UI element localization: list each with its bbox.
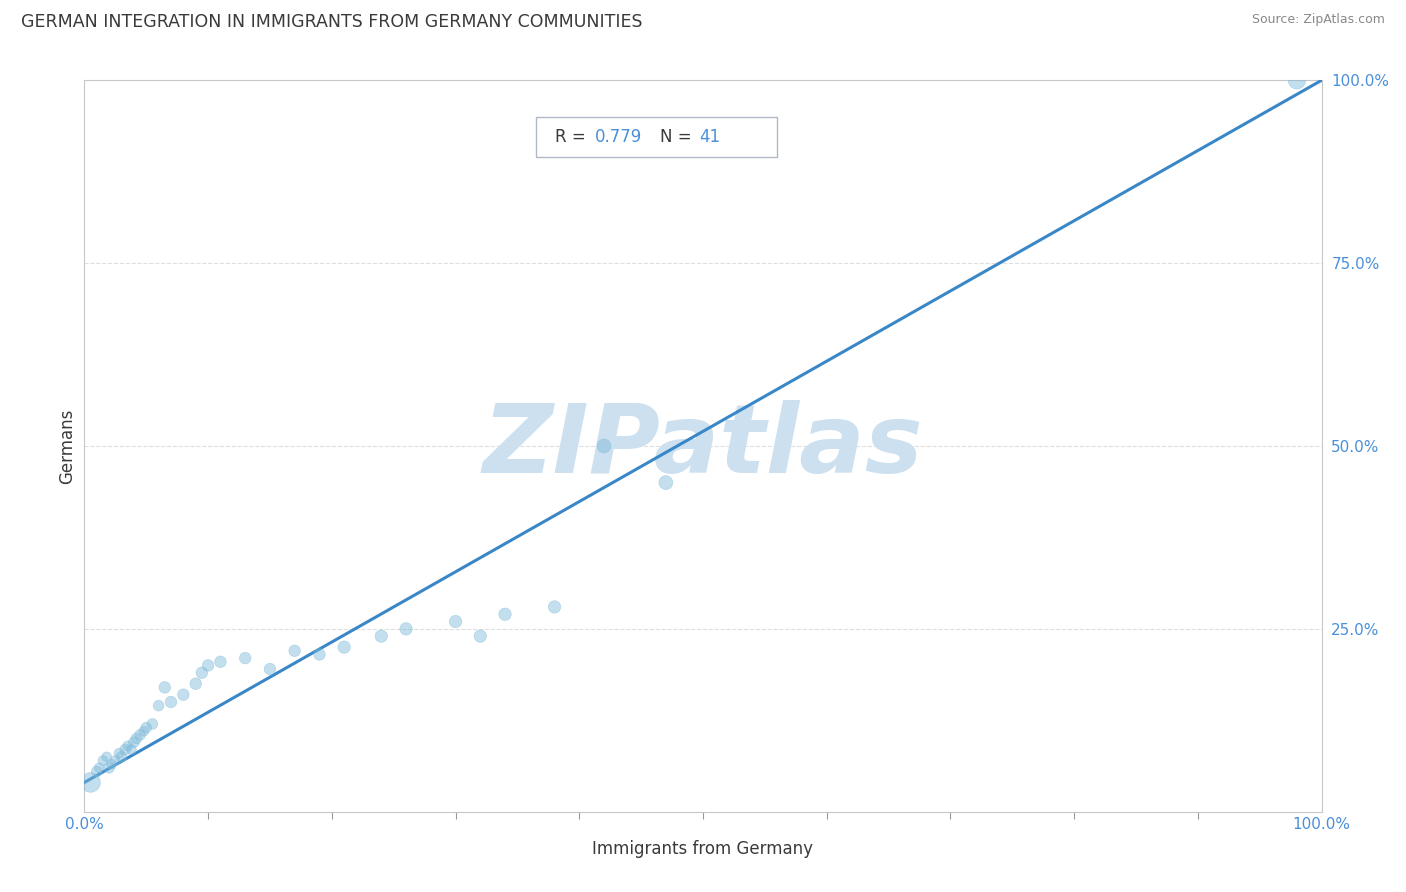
- Point: [86, 764, 108, 779]
- Text: N =: N =: [659, 128, 696, 146]
- Y-axis label: Germans: Germans: [58, 409, 76, 483]
- Point: [108, 746, 131, 760]
- Point: [132, 724, 155, 739]
- Point: [284, 644, 307, 658]
- Point: [79, 775, 101, 789]
- X-axis label: Immigrants from Germany: Immigrants from Germany: [592, 840, 814, 858]
- Point: [470, 629, 492, 643]
- Point: [110, 749, 132, 764]
- Point: [135, 721, 157, 735]
- Text: GERMAN INTEGRATION IN IMMIGRANTS FROM GERMANY COMMUNITIES: GERMAN INTEGRATION IN IMMIGRANTS FROM GE…: [21, 13, 643, 31]
- Point: [122, 735, 145, 749]
- Point: [1285, 73, 1308, 87]
- Point: [141, 717, 163, 731]
- Point: [259, 662, 281, 676]
- Text: Source: ZipAtlas.com: Source: ZipAtlas.com: [1251, 13, 1385, 27]
- Text: R =: R =: [554, 128, 591, 146]
- Point: [148, 698, 170, 713]
- Point: [494, 607, 516, 622]
- FancyBboxPatch shape: [536, 117, 778, 157]
- Point: [89, 761, 111, 775]
- Point: [100, 757, 122, 772]
- Point: [104, 754, 127, 768]
- Point: [129, 728, 152, 742]
- Point: [233, 651, 256, 665]
- Point: [209, 655, 232, 669]
- Text: ZIPatlas: ZIPatlas: [482, 400, 924, 492]
- Point: [543, 599, 565, 614]
- Point: [333, 640, 356, 655]
- Point: [125, 731, 148, 746]
- Point: [114, 742, 136, 756]
- Point: [191, 665, 214, 680]
- Point: [172, 688, 194, 702]
- Point: [655, 475, 678, 490]
- Point: [370, 629, 392, 643]
- Point: [308, 648, 330, 662]
- Point: [184, 676, 207, 690]
- Point: [91, 754, 114, 768]
- Point: [120, 742, 142, 756]
- Text: 0.779: 0.779: [595, 128, 643, 146]
- Text: 41: 41: [699, 128, 720, 146]
- Point: [117, 739, 139, 753]
- Point: [593, 439, 616, 453]
- Point: [153, 681, 176, 695]
- Point: [197, 658, 219, 673]
- Point: [395, 622, 418, 636]
- Point: [160, 695, 183, 709]
- Point: [96, 749, 118, 764]
- Point: [98, 761, 121, 775]
- Point: [444, 615, 467, 629]
